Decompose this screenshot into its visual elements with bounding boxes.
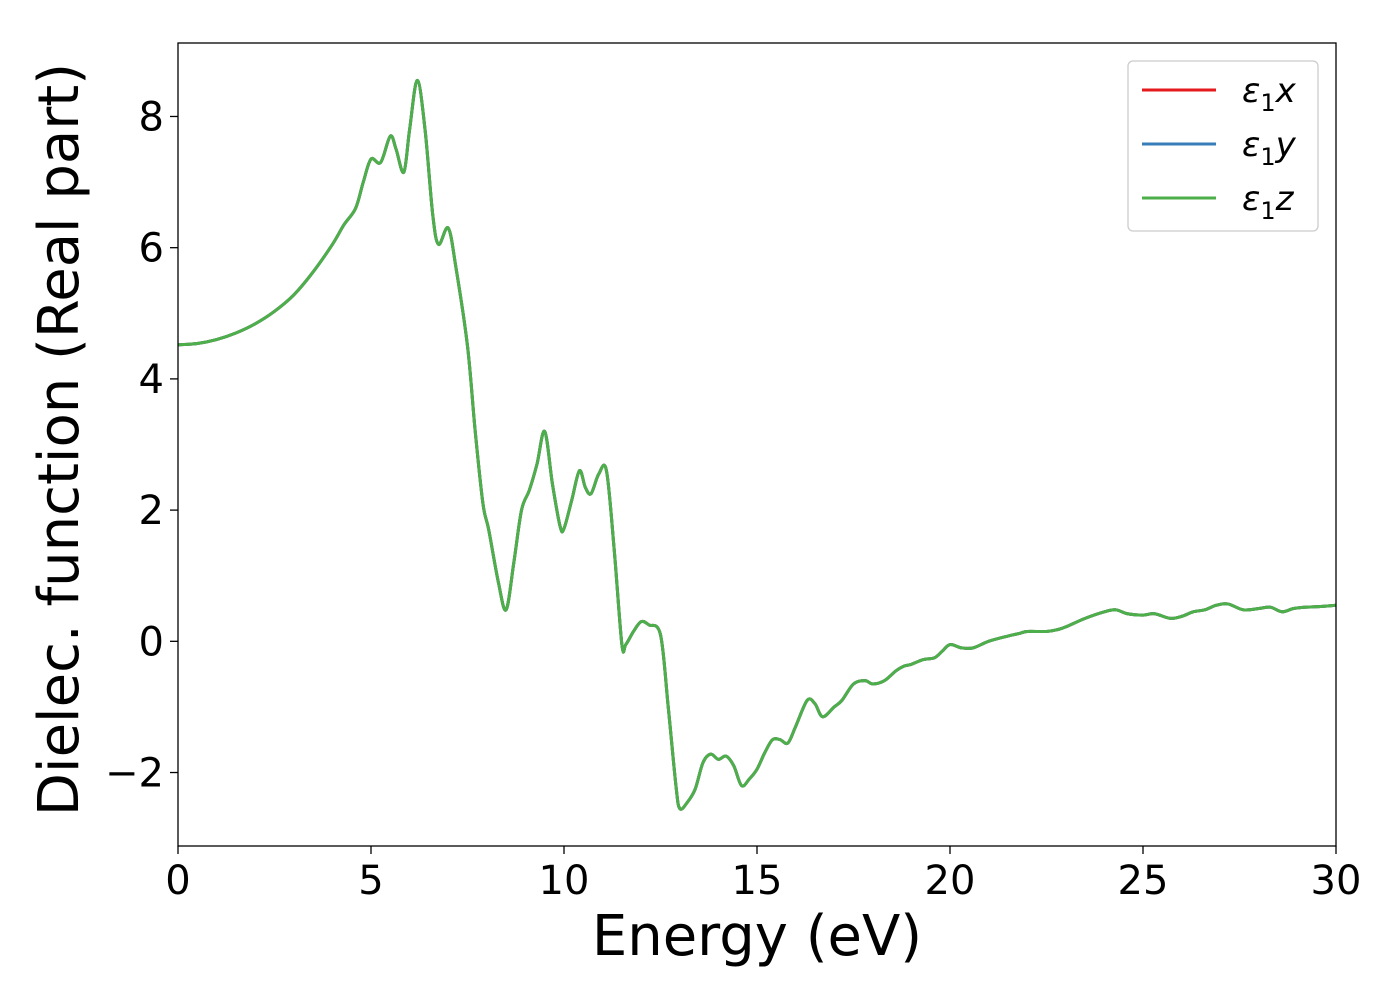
x-tick-label: 25 <box>1118 858 1169 904</box>
legend-label: ε1x <box>1242 71 1297 117</box>
x-tick-label: 15 <box>732 858 783 904</box>
y-tick-label: 8 <box>139 94 164 140</box>
y-tick-label: 6 <box>139 226 164 272</box>
y-tick-label: 4 <box>139 357 164 403</box>
y-axis-ticks: −2 0 2 4 6 8 <box>105 94 178 797</box>
legend-label: ε1z <box>1242 179 1295 225</box>
series-line-z <box>178 78 1336 811</box>
y-tick-label: −2 <box>105 751 164 797</box>
series-layer <box>178 78 1336 811</box>
legend-box <box>1127 60 1319 232</box>
x-tick-label: 30 <box>1311 858 1362 904</box>
legend-label: ε1y <box>1242 125 1297 171</box>
x-axis-title: Energy (eV) <box>592 904 922 969</box>
x-tick-label: 20 <box>925 858 976 904</box>
x-axis-ticks: 0 5 10 15 20 25 30 <box>165 846 1361 904</box>
y-axis-title: Dielec. function (Real part) <box>27 63 92 816</box>
legend: ε1x ε1y ε1z <box>1127 60 1319 232</box>
y-tick-label: 2 <box>139 488 164 534</box>
x-tick-label: 5 <box>358 858 383 904</box>
y-tick-label: 0 <box>139 619 164 665</box>
x-tick-label: 10 <box>539 858 590 904</box>
x-tick-label: 0 <box>165 858 190 904</box>
